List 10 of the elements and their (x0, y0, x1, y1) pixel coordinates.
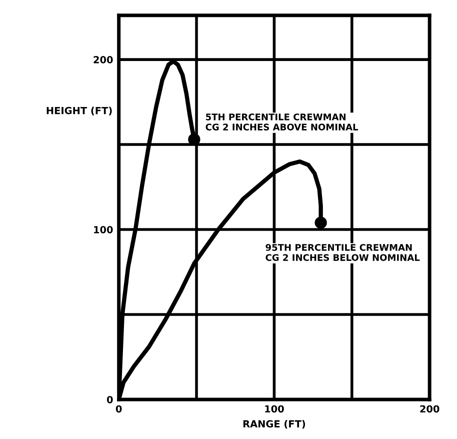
y-tick-label: 200 (94, 56, 113, 64)
y-tick-label: 100 (94, 226, 113, 234)
x-axis-title: RANGE (FT) (243, 420, 306, 429)
x-tick-label: 100 (265, 405, 284, 413)
y-axis-title: HEIGHT (FT) (46, 106, 112, 116)
annotation: 95TH PERCENTILE CREWMAN CG 2 INCHES BELOW NOMINAL (266, 244, 420, 261)
x-tick-label: 0 (116, 405, 122, 413)
annotation: 5TH PERCENTILE CREWMAN CG 2 INCHES ABOVE NOMINAL (206, 114, 358, 130)
x-tick-label: 200 (420, 405, 440, 413)
y-tick-label: 0 (106, 396, 113, 404)
